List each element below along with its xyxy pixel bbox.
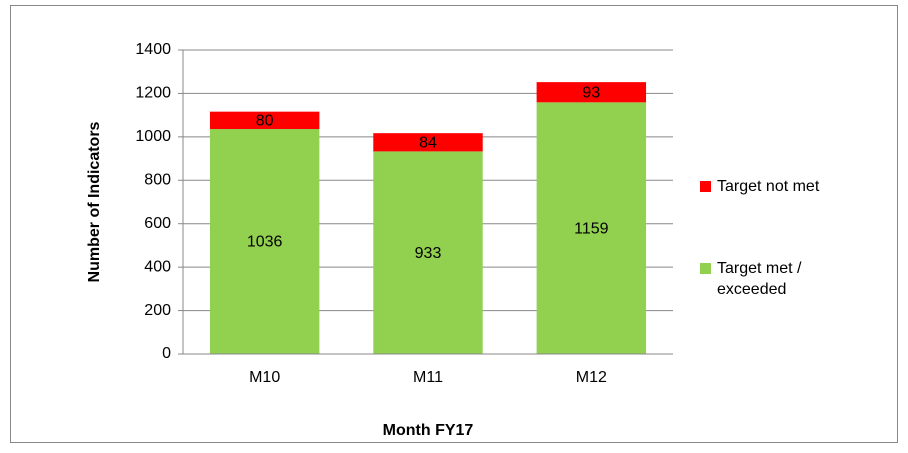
legend-swatch (700, 263, 711, 274)
data-label: 84 (419, 135, 437, 152)
x-axis-title: Month FY17 (383, 422, 474, 439)
bar-segment (536, 102, 647, 355)
legend-item: Target not met (700, 176, 837, 197)
x-tick-label: M11 (413, 369, 443, 386)
y-tick-label: 600 (144, 215, 171, 232)
y-tick-label: 1200 (135, 85, 171, 102)
data-label: 93 (582, 84, 600, 101)
y-tick-label: 400 (144, 258, 171, 275)
legend-item: Target met / exceeded (700, 258, 837, 300)
bar-segment (373, 151, 483, 354)
bar-segment (373, 133, 483, 152)
bar-segment (536, 82, 647, 103)
x-tick-label: M10 (249, 369, 280, 386)
y-axis-title: Number of Indicators (86, 121, 103, 282)
legend-label: Target not met (717, 178, 820, 195)
x-tick-label: M12 (576, 369, 607, 386)
y-tick-label: 0 (162, 345, 171, 362)
bar-segment (209, 129, 320, 354)
legend-label: Target met / exceeded (717, 260, 802, 298)
legend-swatch (700, 181, 711, 192)
data-label: 1159 (574, 220, 609, 237)
y-tick-label: 800 (144, 172, 171, 189)
y-tick-label: 1000 (135, 128, 171, 145)
y-tick-label: 1400 (135, 41, 171, 58)
chart-border (10, 5, 898, 443)
data-label: 80 (256, 113, 274, 130)
data-label: 1036 (247, 234, 283, 251)
y-tick-label: 200 (144, 302, 171, 319)
bar-segment (209, 111, 320, 130)
data-label: 933 (415, 245, 442, 262)
